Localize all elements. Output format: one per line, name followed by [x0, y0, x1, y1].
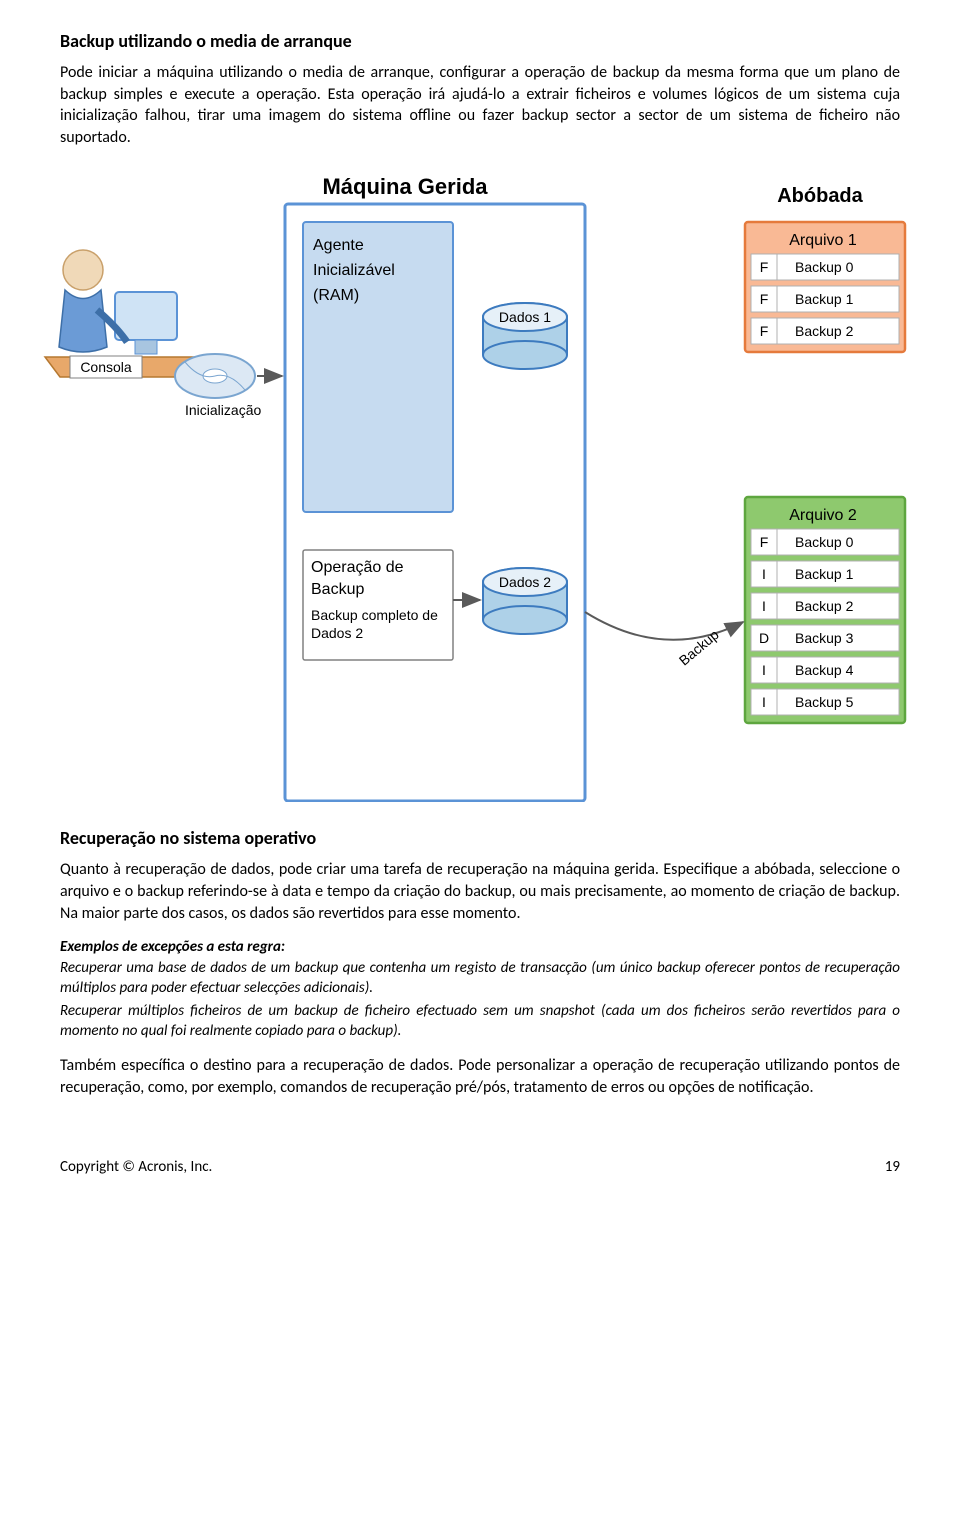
- dados2-label: Dados 2: [499, 574, 551, 590]
- archive-row-type: I: [762, 662, 766, 678]
- abobada-label: Abóbada: [777, 185, 863, 207]
- agente-line2: Inicializável: [313, 262, 395, 279]
- archive-row-label: Backup 1: [795, 566, 854, 582]
- operacao-title2: Backup: [311, 581, 364, 598]
- operacao-title1: Operação de: [311, 559, 404, 576]
- section2-paragraph2: Também específica o destino para a recup…: [60, 1055, 900, 1098]
- agente-line3: (RAM): [313, 287, 359, 304]
- archive-row-type: I: [762, 566, 766, 582]
- archive-row-label: Backup 0: [795, 259, 854, 275]
- section2-paragraph1: Quanto à recuperação de dados, pode cria…: [60, 859, 900, 924]
- agente-line1: Agente: [313, 237, 364, 254]
- arquivo2-title: Arquivo 2: [789, 507, 857, 524]
- exceptions-heading: Exemplos de excepções a esta regra:: [60, 938, 900, 956]
- operacao-sub1: Backup completo de: [311, 607, 438, 623]
- archive-row-label: Backup 0: [795, 534, 854, 550]
- exception-1: Recuperar uma base de dados de um backup…: [60, 958, 900, 999]
- archive-row-type: F: [760, 259, 769, 275]
- archive-row-type: I: [762, 598, 766, 614]
- backup-arrow-label: Backup: [676, 627, 722, 669]
- archive-row-type: D: [759, 630, 769, 646]
- archive-row-type: F: [760, 534, 769, 550]
- archive-row-type: F: [760, 323, 769, 339]
- footer-copyright: Copyright © Acronis, Inc.: [60, 1158, 212, 1176]
- diagram-title: Máquina Gerida: [322, 174, 488, 199]
- consola-figure: Consola: [45, 250, 210, 378]
- dados1-label: Dados 1: [499, 309, 551, 325]
- arquivo1-title: Arquivo 1: [789, 232, 857, 249]
- archive-row-label: Backup 4: [795, 662, 854, 678]
- footer-page-number: 19: [885, 1158, 900, 1176]
- dados2-cylinder: Dados 2: [483, 568, 567, 634]
- section2-heading: Recuperação no sistema operativo: [60, 827, 900, 849]
- archive-row-label: Backup 5: [795, 694, 854, 710]
- operacao-sub2: Dados 2: [311, 625, 363, 641]
- archive-row-type: I: [762, 694, 766, 710]
- cd-disc: [175, 354, 255, 398]
- footer: Copyright © Acronis, Inc. 19: [60, 1158, 900, 1176]
- archive-row-label: Backup 3: [795, 630, 854, 646]
- diagram: Máquina Gerida Agente Inicializável (RAM…: [60, 162, 900, 802]
- consola-label: Consola: [80, 359, 132, 375]
- archive-row-type: F: [760, 291, 769, 307]
- archive-row-label: Backup 2: [795, 598, 854, 614]
- archive-row-label: Backup 1: [795, 291, 854, 307]
- section1-paragraph1: Pode iniciar a máquina utilizando o medi…: [60, 62, 900, 148]
- arquivo2-box: Arquivo 2 F Backup 0 I Backup 1 I Backup 2 D Ba…: [745, 497, 905, 723]
- section1-heading: Backup utilizando o media de arranque: [60, 30, 900, 52]
- archive-row-label: Backup 2: [795, 323, 854, 339]
- exception-2: Recuperar múltiplos ficheiros de um back…: [60, 1001, 900, 1042]
- inicializacao-label: Inicialização: [185, 402, 261, 418]
- dados1-cylinder: Dados 1: [483, 303, 567, 369]
- arquivo1-box: Arquivo 1 F Backup 0 F Backup 1 F Backup 2: [745, 222, 905, 352]
